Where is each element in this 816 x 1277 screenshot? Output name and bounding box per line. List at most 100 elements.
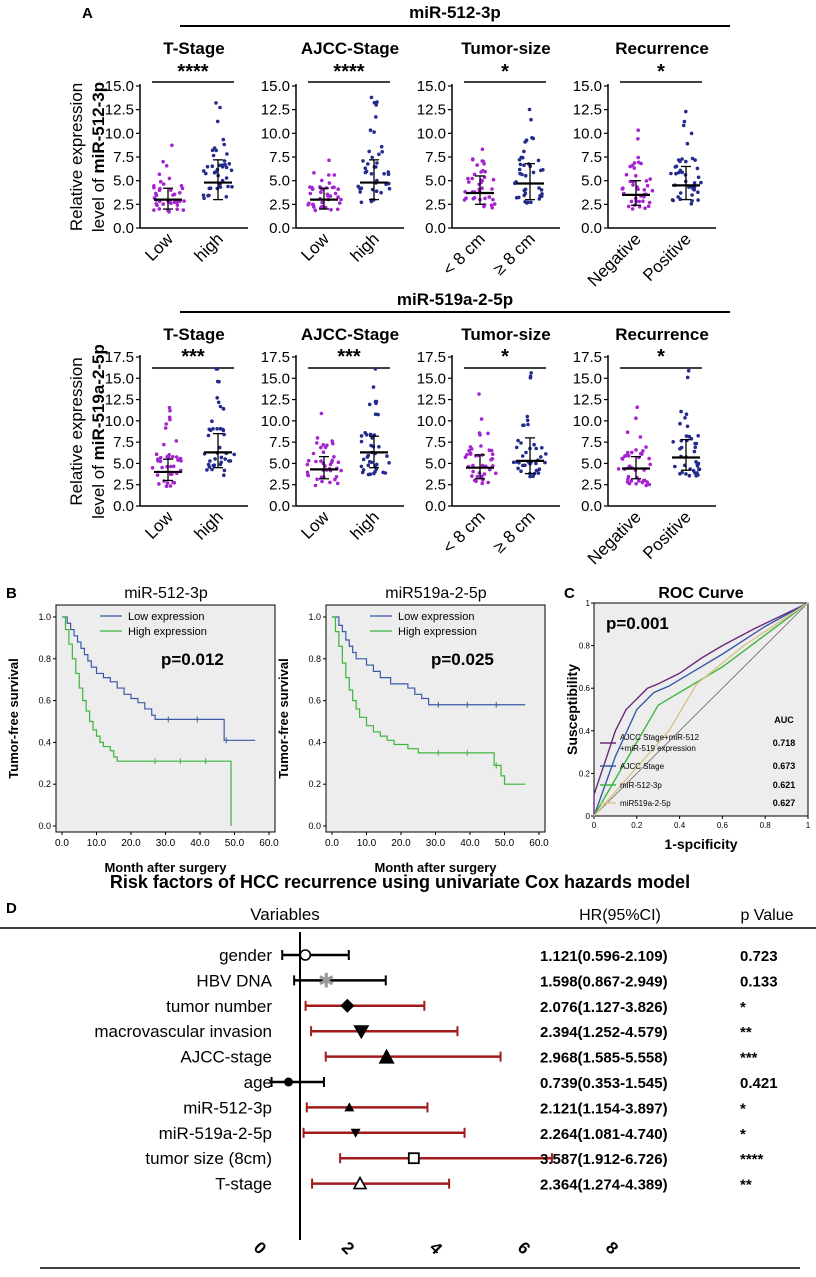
data-dot [528, 375, 533, 380]
data-dot [156, 457, 160, 462]
data-dot [638, 435, 643, 439]
data-dot [531, 474, 535, 479]
hr-marker: ✱ [318, 970, 335, 992]
panel-b-survival-curves: miR-512-3p Tumor-free survival Month after… [6, 585, 549, 875]
data-dot [519, 441, 523, 445]
legend-label: AJCC Stage [620, 762, 665, 771]
data-dot [634, 448, 638, 452]
data-dot [161, 182, 166, 186]
data-dot [161, 202, 165, 206]
data-dot [327, 158, 331, 163]
data-dot [517, 167, 522, 172]
data-dot [158, 459, 163, 464]
data-dot [645, 183, 650, 188]
data-dot [223, 162, 227, 167]
data-dot [487, 448, 492, 453]
legend-label: AJCC Stage+miR-512 [620, 733, 699, 742]
legend-label: High expression [128, 626, 207, 638]
data-dot [511, 460, 516, 465]
data-dot [680, 470, 684, 475]
data-dot [206, 193, 210, 198]
data-dot [684, 434, 689, 438]
x-axis-label: Month after surgery [374, 860, 497, 875]
group-title: Recurrence [615, 39, 709, 58]
data-dot [314, 459, 318, 464]
x-tick-label: 40.0 [460, 838, 480, 849]
data-dot [150, 466, 155, 470]
category-label: high [191, 229, 227, 265]
data-dot [528, 474, 532, 479]
data-dot [480, 481, 485, 486]
p-text: * [740, 1126, 746, 1143]
data-dot [361, 468, 366, 472]
category-label: Low [141, 229, 177, 265]
data-dot [518, 162, 523, 167]
data-dot [532, 442, 536, 447]
data-dot [224, 165, 229, 170]
data-dot [520, 172, 524, 177]
data-dot [470, 474, 474, 478]
data-dot [361, 457, 366, 462]
data-dot [305, 462, 310, 467]
y-tick-label: 15.0 [417, 370, 446, 387]
data-dot [172, 192, 177, 197]
data-dot [160, 465, 164, 470]
data-dot [371, 385, 376, 389]
data-dot [168, 408, 172, 413]
forest-title: Risk factors of HCC recurrence using uni… [110, 872, 690, 892]
sig-stars: **** [177, 61, 208, 83]
x-tick-label: 6 [514, 1238, 534, 1258]
data-dot [329, 460, 334, 465]
legend-label-line2: +miR-519 expression [620, 744, 696, 753]
x-tick-label: 60.0 [529, 838, 549, 849]
data-dot [157, 188, 162, 192]
y-tick-label: 0.8 [38, 654, 51, 664]
data-dot [222, 432, 226, 437]
y-tick-label: 10.0 [105, 125, 134, 142]
survival-curve [62, 616, 256, 741]
data-dot [367, 149, 372, 154]
panel-d-forest-plot: Risk factors of HCC recurrence using uni… [0, 872, 816, 1269]
hr-marker [340, 998, 355, 1013]
hr-marker [299, 949, 312, 961]
panel-label-b: B [6, 585, 17, 602]
panel-label-c: C [564, 585, 575, 602]
x-tick-label: 60.0 [259, 838, 279, 849]
hr-marker [350, 1128, 361, 1138]
hr-text: 1.121(0.596-2.109) [540, 948, 668, 965]
data-dot [319, 459, 323, 463]
data-dot [490, 452, 495, 457]
data-dot [637, 199, 641, 204]
data-dot [333, 477, 337, 482]
variable-label: T-stage [215, 1175, 272, 1194]
y-tick-label: 7.5 [425, 149, 446, 166]
data-dot [678, 168, 683, 173]
data-dot [210, 148, 215, 153]
data-dot [480, 186, 484, 190]
x-tick-label: 30.0 [426, 838, 446, 849]
data-dot [678, 191, 683, 195]
data-dot [308, 185, 312, 189]
data-dot [477, 431, 482, 435]
data-dot [676, 195, 680, 199]
data-dot [361, 159, 365, 163]
data-dot [206, 433, 211, 438]
data-dot [169, 464, 173, 469]
data-dot [386, 170, 391, 174]
data-dot [167, 405, 172, 410]
data-dot [695, 464, 700, 468]
data-dot [480, 159, 485, 163]
data-dot [529, 117, 533, 122]
ylabel-prefix-0: level of [89, 174, 108, 233]
data-dot [634, 416, 638, 421]
x-tick-label: 4 [426, 1238, 447, 1259]
data-dot [155, 473, 160, 477]
y-tick-label: 5.0 [425, 455, 446, 472]
legend-label: High expression [398, 626, 477, 638]
data-dot [687, 473, 692, 478]
data-dot [487, 195, 492, 199]
p-text: ** [740, 1024, 752, 1041]
survival-curve [62, 616, 232, 826]
data-dot [359, 200, 364, 205]
hr-marker [353, 1025, 370, 1040]
